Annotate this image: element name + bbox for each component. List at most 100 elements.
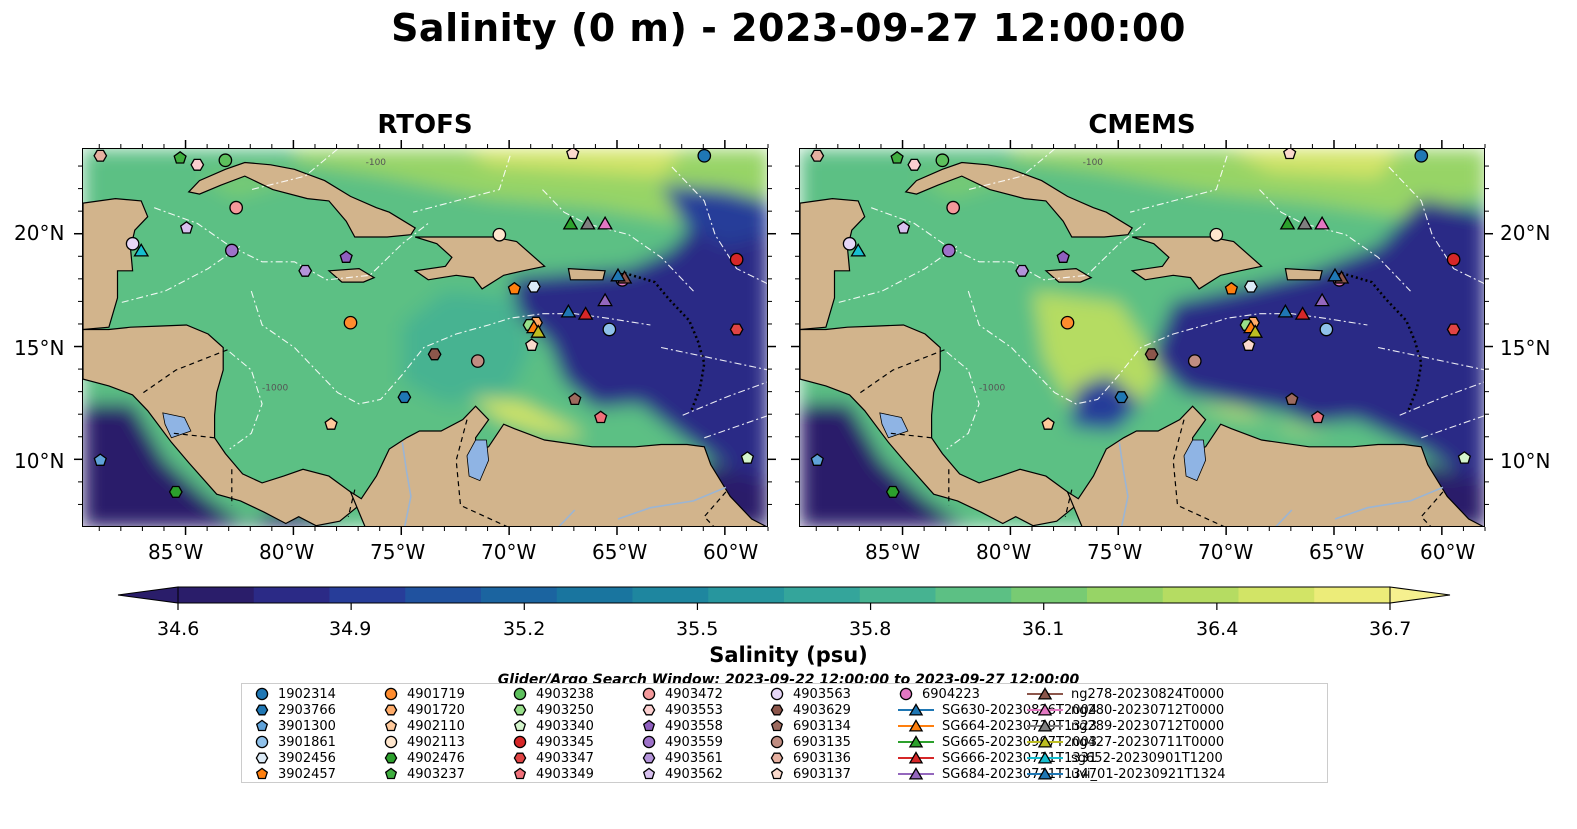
float-marker-4903563	[125, 236, 140, 251]
legend-label: 4903561	[665, 750, 723, 766]
legend-item: 4903345	[512, 734, 594, 750]
search-window-text: Glider/Argo Search Window: 2023-09-22 12…	[497, 672, 1080, 684]
legend-item: 4903559	[641, 734, 723, 750]
legend-label: SG666-20230711T1331	[942, 750, 1098, 766]
legend-item: 4903563	[769, 686, 851, 702]
legend-marker-icon	[908, 719, 924, 732]
central-america-land	[83, 324, 360, 526]
legend-marker-icon	[384, 752, 398, 764]
legend-item: SG665-20230907T2003	[898, 734, 1097, 750]
bathy-label: -1000	[979, 383, 1005, 393]
float-marker-SG630-20230826T2004	[1277, 303, 1294, 318]
colorbar-extend-high	[1389, 586, 1451, 604]
legend-marker-icon	[770, 719, 784, 732]
float-marker-4903347	[729, 323, 744, 336]
float-marker-4903472	[946, 200, 961, 215]
salinity-region	[467, 149, 683, 177]
float-marker-3902457	[1224, 281, 1239, 295]
salinity-region	[1227, 149, 1400, 179]
colorbar-segment	[253, 587, 330, 603]
eez-boundary	[671, 166, 767, 285]
legend-item: ng427-20230711T0000	[1027, 734, 1224, 750]
legend-marker-icon	[384, 687, 398, 701]
lat-label-20n: 20°N	[14, 221, 65, 245]
jamaica-land	[327, 267, 376, 283]
legend-label: uvi_01-20230921T1324	[1071, 766, 1226, 782]
legend-item: ng278-20230824T0000	[1027, 686, 1224, 702]
country-border	[703, 491, 727, 526]
colorbar-segment	[481, 587, 558, 603]
colorbar-tick-2: 35.2	[503, 618, 546, 640]
bathy-label: -100	[1083, 158, 1104, 168]
float-marker-4903562	[896, 220, 911, 234]
bathy-label: -100	[366, 158, 387, 168]
river	[1334, 486, 1444, 520]
legend-marker-icon	[513, 719, 527, 732]
lon-label-85w: 85°W	[148, 540, 204, 564]
panel-title-cmems: CMEMS	[1088, 110, 1196, 140]
eez-boundary	[1388, 166, 1484, 285]
float-marker-1902314	[697, 149, 712, 163]
colorbar-segment	[405, 587, 482, 603]
legend-marker-icon	[255, 704, 269, 716]
float-marker-ng280-20230712T0000	[1314, 215, 1330, 230]
legend-marker-icon	[642, 752, 656, 764]
colorbar-extend-low	[117, 586, 179, 604]
cuba-land	[187, 161, 417, 238]
legend-marker-icon	[642, 735, 656, 749]
eez-boundary	[154, 207, 429, 281]
float-marker-sg652-20230901T1200	[850, 243, 867, 257]
salinity-region	[1151, 198, 1484, 493]
float-marker-ng280-20230712T0000	[597, 215, 613, 230]
eez-boundary	[968, 149, 1055, 191]
legend-label: 2903766	[278, 702, 336, 718]
eez-boundary	[871, 207, 1146, 281]
colorbar-tick-3: 35.5	[676, 618, 719, 640]
float-marker-2903766	[397, 391, 412, 404]
legend-label: 4903349	[536, 766, 594, 782]
float-marker-4903345	[729, 252, 744, 267]
colorbar-title: Salinity (psu)	[709, 643, 868, 667]
float-marker-3901861	[1319, 322, 1334, 337]
yucatan-land	[800, 197, 866, 331]
float-marker-3902457	[507, 281, 522, 295]
legend-label: 4903558	[665, 718, 723, 734]
colorbar-tick-5: 36.1	[1022, 618, 1065, 640]
lon-label-75w: 75°W	[370, 540, 426, 564]
legend-marker-icon	[908, 735, 924, 748]
colorbar-tick-0: 34.6	[157, 618, 200, 640]
colorbar-segment	[1162, 587, 1239, 603]
legend-label: ng289-20230712T0000	[1071, 718, 1225, 734]
float-marker-4903349	[1311, 410, 1325, 424]
lake-nicaragua	[879, 412, 909, 439]
lon-label-80w: 80°W	[259, 540, 315, 564]
legend-item: 3901300	[254, 718, 336, 734]
legend-marker-icon	[255, 767, 269, 780]
legend-label: ng280-20230712T0000	[1071, 702, 1225, 718]
legend-marker-icon	[1037, 687, 1053, 700]
float-marker-4902110	[1041, 417, 1055, 430]
legend-item: SG664-20230719T1323	[898, 718, 1097, 734]
legend-label: 4901719	[407, 686, 465, 702]
float-marker-SG666-20230711T1331	[1294, 306, 1311, 320]
float-marker-4903345	[1446, 252, 1461, 267]
country-border	[860, 349, 945, 394]
legend-item: 4903340	[512, 718, 594, 734]
legend-label: 3902456	[278, 750, 336, 766]
legend-item: ng289-20230712T0000	[1027, 718, 1224, 734]
lon-label-75w-b: 75°W	[1087, 540, 1143, 564]
legend-label: 4903347	[536, 750, 594, 766]
river	[1275, 509, 1293, 526]
legend-marker-icon	[255, 687, 269, 701]
float-marker-ng427-20230711T0000	[1247, 324, 1264, 338]
country-border	[1172, 419, 1225, 526]
panel-title-rtofs: RTOFS	[377, 110, 473, 140]
legend-marker-icon	[513, 687, 527, 701]
legend-marker-icon	[1037, 735, 1053, 748]
eez-boundary	[250, 290, 651, 405]
salinity-region	[402, 291, 532, 404]
legend-item: 4902110	[383, 718, 465, 734]
float-marker-4903347	[1446, 323, 1461, 336]
legend-label: SG630-20230826T2004	[942, 702, 1098, 718]
legend-item: SG666-20230711T1331	[898, 750, 1097, 766]
